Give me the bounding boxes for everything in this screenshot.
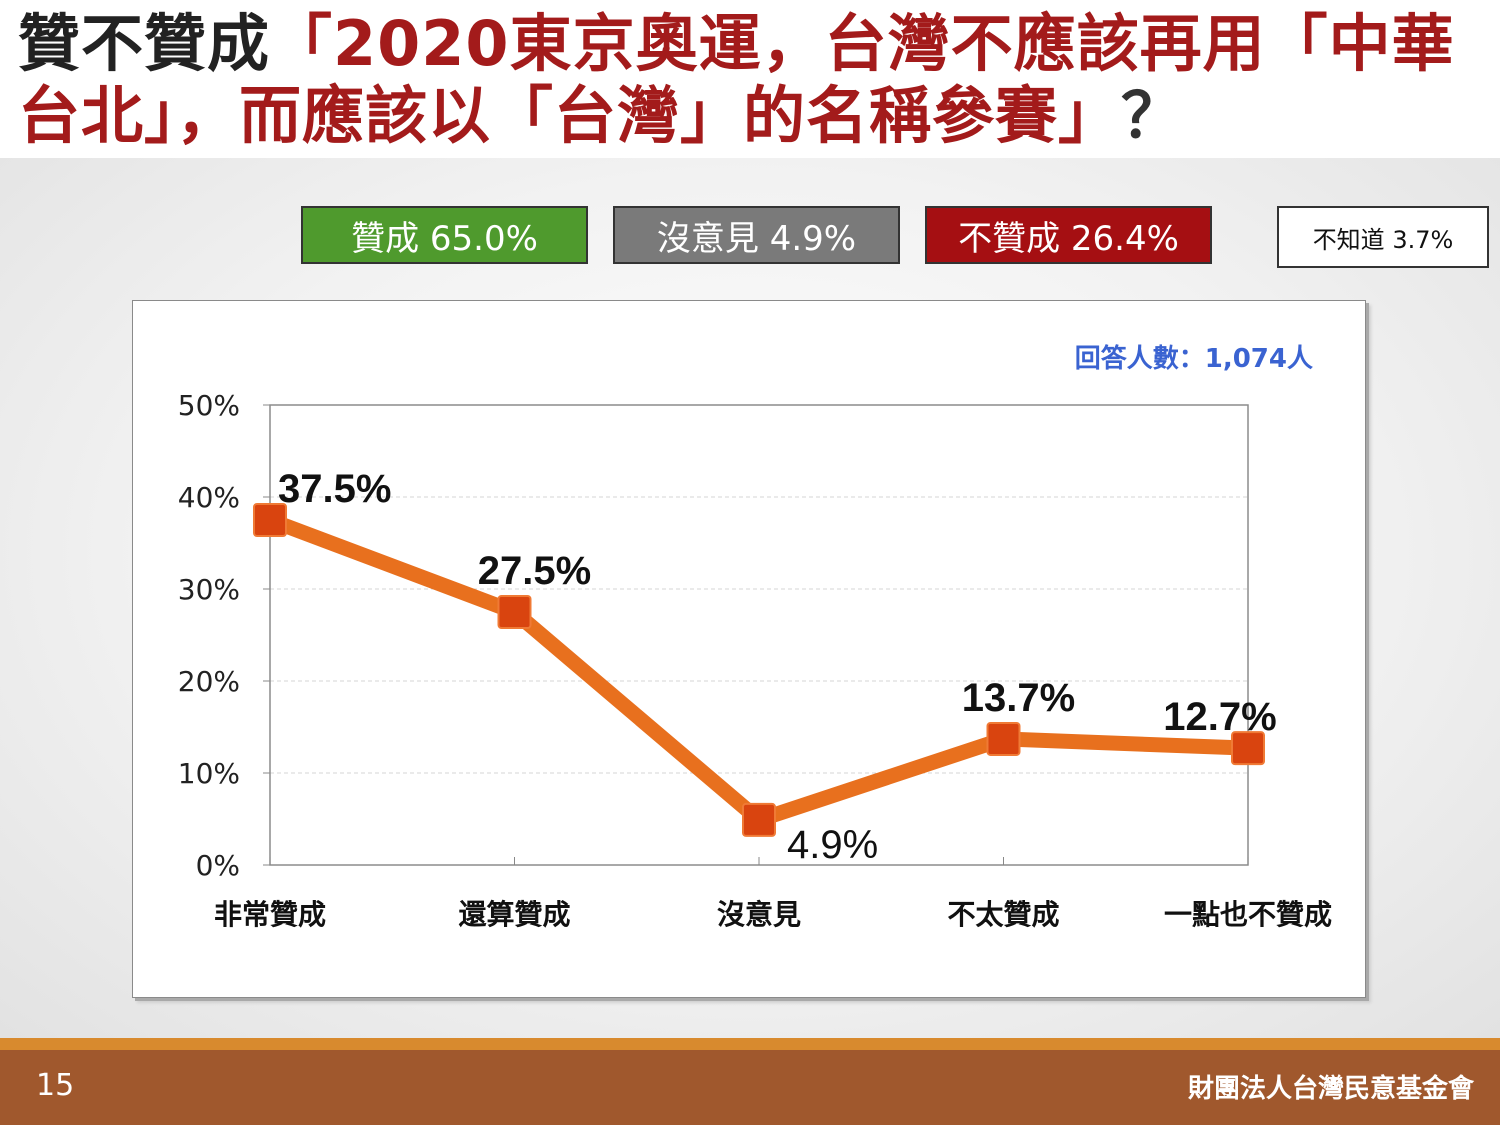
x-category-label: 沒意見 xyxy=(717,898,801,931)
line-chart: 回答人數：1,074人 0% 10% 20% 30% 40% 50% 非常贊成 還算贊成 沒意見 不… xyxy=(178,343,1332,931)
title-suffix: ？ xyxy=(1121,79,1185,152)
data-point-marker xyxy=(742,802,776,837)
data-label: 27.5% xyxy=(478,549,591,593)
chart-panel: 回答人數：1,074人 0% 10% 20% 30% 40% 50% 非常贊成 還算贊成 沒意見 不… xyxy=(132,300,1366,998)
y-tick-label: 30% xyxy=(178,573,240,606)
slide-title: 贊不贊成「2020東京奧運，台灣不應該再用「中華台北」，而應該以「台灣」的名稱參… xyxy=(18,8,1488,152)
data-point-marker xyxy=(497,595,532,629)
unknown-summary-box: 不知道 3.7% xyxy=(1277,206,1489,268)
page-number: 15 xyxy=(36,1068,75,1103)
footer-bar xyxy=(0,1038,1500,1125)
organization-name: 財團法人台灣民意基金會 xyxy=(1187,1074,1474,1104)
data-label: 12.7% xyxy=(1163,695,1276,739)
x-category-label: 不太贊成 xyxy=(947,898,1059,931)
x-category-label: 一點也不贊成 xyxy=(1164,898,1332,931)
no-opinion-summary-box: 沒意見 4.9% xyxy=(613,206,900,264)
data-label: 37.5% xyxy=(278,467,391,511)
disagree-summary-box: 不贊成 26.4% xyxy=(925,206,1212,264)
plot-area-border xyxy=(269,404,1249,866)
respondents-count: 回答人數：1,074人 xyxy=(1075,343,1313,374)
y-tick-label: 40% xyxy=(178,481,240,514)
x-category-label: 非常贊成 xyxy=(214,898,326,931)
y-tick-label: 20% xyxy=(178,665,240,698)
y-tick-label: 50% xyxy=(178,389,240,422)
data-label: 13.7% xyxy=(962,676,1075,720)
series-line xyxy=(262,512,1256,828)
data-point-marker xyxy=(253,503,287,537)
agree-summary-box: 贊成 65.0% xyxy=(301,206,588,264)
data-point-marker xyxy=(986,721,1021,756)
data-point-marker xyxy=(1231,731,1265,766)
y-tick-label: 0% xyxy=(196,849,240,882)
y-tick-label: 10% xyxy=(178,757,240,790)
x-category-label: 還算贊成 xyxy=(458,898,570,931)
title-prefix: 贊不贊成 xyxy=(18,7,271,80)
title-question: 「2020東京奧運，台灣不應該再用「中華台北」，而應該以「台灣」的名稱參賽」 xyxy=(18,7,1455,152)
data-label: 4.9% xyxy=(787,823,878,867)
